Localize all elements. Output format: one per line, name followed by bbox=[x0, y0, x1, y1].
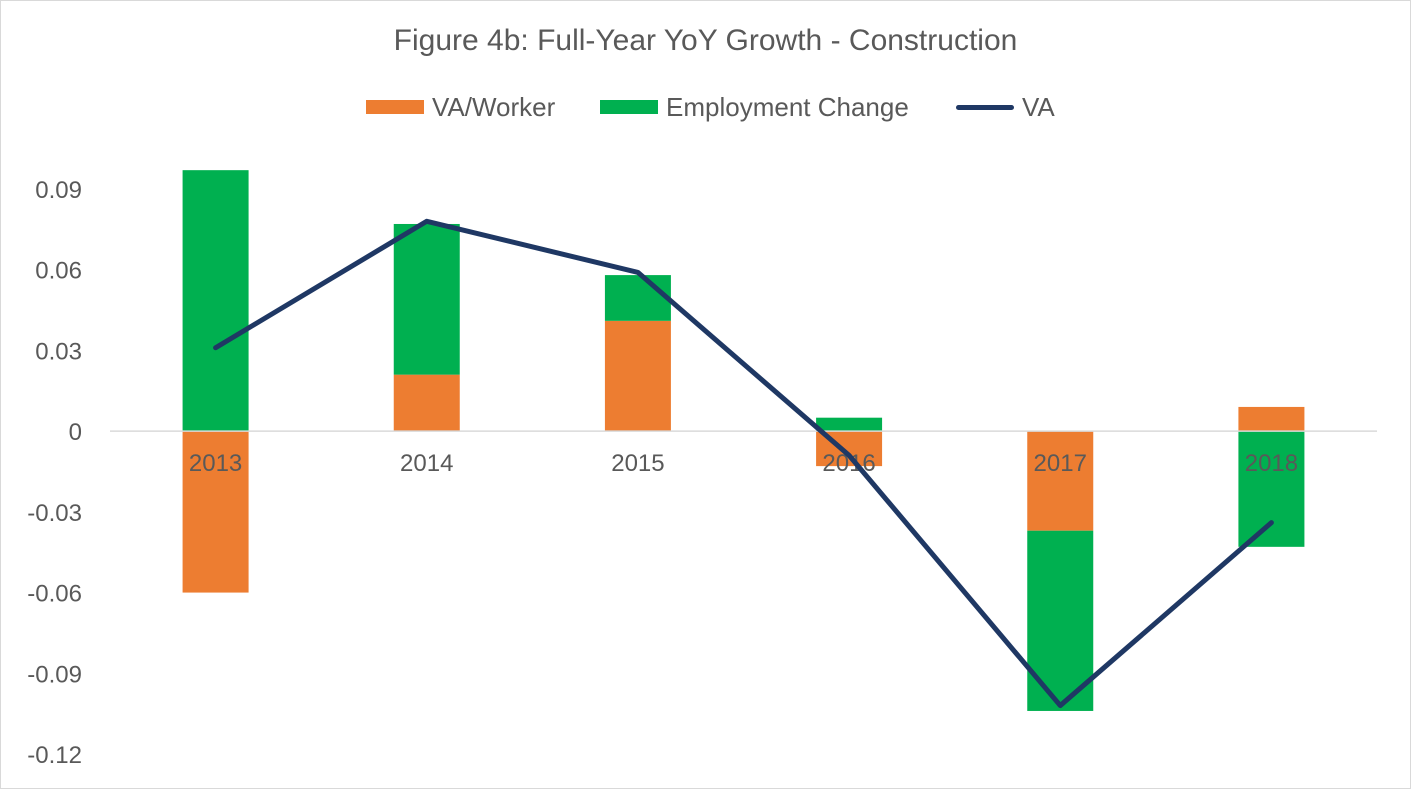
bar-va-worker-2018 bbox=[1238, 406, 1305, 432]
legend-line-va bbox=[956, 104, 1014, 110]
y-tick-label: 0.09 bbox=[35, 177, 82, 204]
bar-employment-change-2015 bbox=[604, 275, 671, 321]
x-tick-label: 2017 bbox=[1034, 450, 1087, 477]
y-tick-label: -0.12 bbox=[27, 742, 82, 769]
bar-employment-change-2018 bbox=[1238, 431, 1305, 547]
bar-va-worker-2017 bbox=[1027, 431, 1094, 531]
bar-employment-change-2014 bbox=[393, 223, 460, 375]
y-tick-label: -0.03 bbox=[27, 500, 82, 527]
legend-label-va-worker: VA/Worker bbox=[432, 91, 556, 122]
y-tick-label: 0.03 bbox=[35, 338, 82, 365]
legend-item-employment-change: Employment Change bbox=[600, 90, 909, 124]
legend-swatch-employment-change bbox=[600, 100, 658, 114]
legend-label-va: VA bbox=[1022, 91, 1055, 122]
x-tick-label: 2018 bbox=[1245, 450, 1298, 477]
legend-item-va-worker: VA/Worker bbox=[366, 90, 555, 124]
y-tick-label: 0.06 bbox=[35, 258, 82, 285]
x-tick-label: 2013 bbox=[189, 450, 242, 477]
legend-swatch-va-worker bbox=[366, 100, 424, 114]
legend-item-va: VA bbox=[956, 90, 1055, 124]
chart-legend: VA/Worker Employment Change VA bbox=[0, 90, 1411, 124]
line-series-va bbox=[213, 218, 1274, 709]
bar-employment-change-2013 bbox=[182, 170, 249, 432]
y-tick-label: 0 bbox=[69, 419, 82, 446]
y-tick-label: -0.06 bbox=[27, 581, 82, 608]
bar-employment-change-2016 bbox=[816, 417, 883, 432]
chart-title: Figure 4b: Full-Year YoY Growth - Constr… bbox=[393, 24, 1018, 57]
x-tick-label: 2015 bbox=[611, 450, 664, 477]
x-tick-label: 2014 bbox=[400, 450, 453, 477]
bar-va-worker-2014 bbox=[393, 374, 460, 432]
bar-va-worker-2013 bbox=[182, 431, 249, 593]
legend-label-employment-change: Employment Change bbox=[666, 91, 909, 122]
y-tick-label: -0.09 bbox=[27, 661, 82, 688]
bar-va-worker-2015 bbox=[604, 320, 671, 432]
